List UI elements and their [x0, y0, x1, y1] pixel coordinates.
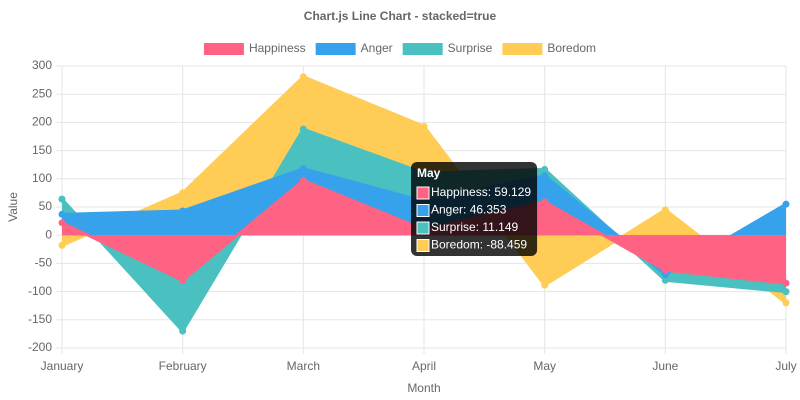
point — [541, 198, 549, 206]
point — [299, 165, 307, 173]
y-tick-label: 300 — [32, 58, 52, 72]
tooltip-label: Happiness: 59.129 — [431, 185, 531, 199]
tooltip: May Happiness: 59.129 Anger: 46.353 Surpris… — [411, 162, 538, 256]
x-tick-label: July — [775, 359, 796, 373]
point — [58, 210, 66, 218]
legend-swatch — [315, 43, 356, 55]
tooltip-swatch — [416, 204, 430, 217]
point — [661, 266, 669, 274]
tooltip-value: 46.353 — [470, 203, 507, 217]
point — [661, 206, 669, 214]
point — [179, 207, 187, 215]
point — [420, 122, 428, 130]
legend-label: Boredom — [547, 41, 596, 55]
legend: Happiness Anger Surprise Boredom — [203, 41, 596, 55]
point — [179, 276, 187, 284]
x-tick-label: March — [287, 359, 320, 373]
point — [782, 200, 790, 208]
tooltip-label: Boredom: -88.459 — [431, 238, 527, 252]
chart-title: Chart.js Line Chart - stacked=true — [304, 9, 497, 23]
y-tick-label: -200 — [28, 340, 52, 354]
legend-swatch — [502, 43, 543, 55]
point — [58, 219, 66, 227]
y-axis-title: Value — [6, 192, 20, 222]
point — [58, 195, 66, 203]
y-tick-label: 100 — [32, 171, 52, 185]
tooltip-series: Surprise — [431, 220, 476, 234]
tooltip-title: May — [417, 166, 441, 180]
x-axis-title: Month — [407, 381, 440, 395]
tooltip-series: Happiness — [431, 185, 488, 199]
tooltip-series: Anger — [431, 203, 463, 217]
legend-label: Surprise — [448, 41, 493, 55]
tooltip-label: Surprise: 11.149 — [431, 220, 518, 234]
legend-swatch — [402, 43, 443, 55]
y-tick-label: 150 — [32, 143, 52, 157]
point — [782, 288, 790, 296]
point — [541, 165, 549, 173]
x-tick-label: June — [652, 359, 678, 373]
legend-swatch — [203, 43, 244, 55]
x-tick-label: February — [159, 359, 207, 373]
tooltip-label: Anger: 46.353 — [431, 203, 507, 217]
tooltip-value: 11.149 — [482, 220, 518, 234]
tooltip-series: Boredom — [431, 238, 480, 252]
y-tick-label: -150 — [28, 312, 52, 326]
y-tick-label: 50 — [39, 199, 53, 213]
tooltip-value: -88.459 — [486, 238, 527, 252]
point — [179, 189, 187, 197]
tooltip-swatch — [416, 239, 430, 252]
point — [541, 172, 549, 180]
point — [541, 281, 549, 289]
y-tick-label: -100 — [28, 284, 52, 298]
point — [58, 241, 66, 249]
x-tick-label: January — [41, 359, 84, 373]
point — [782, 299, 790, 307]
tooltip-box — [411, 162, 538, 256]
legend-label: Happiness — [249, 41, 306, 55]
y-tick-label: 200 — [32, 115, 52, 129]
point — [299, 176, 307, 184]
point — [661, 276, 669, 284]
point — [179, 327, 187, 335]
y-tick-label: 250 — [32, 86, 52, 100]
y-tick-label: -50 — [35, 256, 53, 270]
point — [299, 125, 307, 133]
legend-label: Anger — [361, 41, 393, 55]
tooltip-swatch — [416, 186, 430, 200]
y-tick-label: 0 — [45, 227, 52, 241]
x-tick-label: April — [412, 359, 436, 373]
point — [782, 279, 790, 287]
point — [299, 73, 307, 81]
tooltip-swatch — [416, 221, 430, 235]
tooltip-value: 59.129 — [494, 185, 531, 199]
x-tick-label: May — [533, 359, 556, 373]
